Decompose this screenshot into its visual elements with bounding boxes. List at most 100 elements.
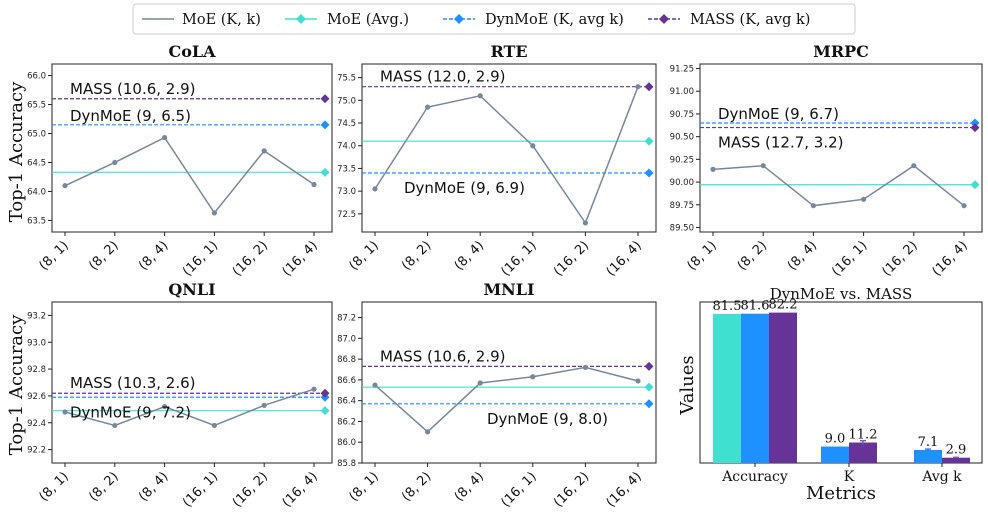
panel-qnli-moe-point [62,409,68,415]
bar-chart-title: DynMoE vs. MASS [770,285,912,303]
legend-moe-avg-marker [296,14,306,24]
panel-mrpc-moe-point [861,196,867,202]
panel-qnli-ytick-label: 92.4 [27,419,46,429]
panel-mnli-frame [361,301,657,464]
panel-qnli-moe-point [311,386,317,392]
panel-rte-ytick-label: 72.5 [337,210,356,220]
panel-cola-ytick-label: 65.0 [27,130,46,140]
panel-cola-ytick-label: 65.5 [27,101,46,111]
bar-value-label: 9.0 [825,432,846,447]
panel-mnli-mass-marker [644,361,654,371]
bar-value-label: 81.5 [713,299,742,314]
y-axis-label-bottom: Top-1 Accuracy [6,314,27,455]
bar-avg-k-1 [942,457,970,463]
panel-mnli-xtick-label: (16, 4) [604,469,645,510]
panel-cola-xtick-label: (16, 1) [180,238,221,279]
bar-accuracy-1 [741,313,769,463]
panel-mrpc-moe-series-line [712,164,965,207]
bar-value-label: 81.6 [741,299,770,314]
legend-mass-marker [659,14,669,24]
panel-rte-xtick-label: (16, 2) [551,238,592,279]
panel-qnli-xtick-label: (16, 4) [280,469,321,510]
panel-cola-dynmoe-marker [320,120,330,130]
panel-qnli-mass-marker [320,388,330,398]
panel-cola-mass-annotation: MASS (10.6, 2.9) [70,80,196,98]
panel-mrpc-ytick-label: 90.00 [670,178,694,188]
panel-mnli-moe-point [477,380,483,386]
panel-cola-moe-avg-marker [320,167,330,177]
panel-mrpc-frame [699,63,983,233]
bar-chart-x-label: Metrics [806,483,876,504]
panel-cola-dynmoe-annotation: DynMoE (9, 6.5) [70,107,191,125]
panel-mnli-ytick-label: 85.8 [337,459,356,469]
panel-rte-ytick-label: 73.0 [337,187,356,197]
bar-k-0 [821,446,849,463]
panel-qnli-frame [51,301,333,464]
panel-rte-ytick-label: 73.5 [337,164,356,174]
panel-mnli-mass-annotation: MASS (10.6, 2.9) [380,347,506,365]
panel-qnli-moe-point [112,422,118,429]
panel-mrpc-xtick-label: (16, 2) [879,238,920,279]
panel-mrpc-dynmoe-annotation: DynMoE (9, 6.7) [718,105,839,123]
panel-qnli-moe-series-line [64,388,315,427]
panel-mnli-dynmoe-annotation: DynMoE (9, 8.0) [487,410,608,428]
panel-cola-frame [51,63,333,233]
panel-mrpc-ytick-label: 90.75 [670,110,694,120]
panel-rte-xtick-label: (16, 1) [498,238,539,279]
bar-xtick-label: Avg k [921,469,962,485]
panel-mrpc-dynmoe-marker [970,118,980,128]
panel-mrpc-moe-point [911,163,917,169]
panel-qnli-xtick-label: (16, 2) [230,469,271,510]
panel-rte-frame [361,63,657,233]
panel-qnli-xtick-label: (8, 2) [86,469,121,504]
panel-qnli-ytick-label: 92.8 [27,365,46,375]
bar-k-1 [849,442,877,463]
bar-chart-y-label: Values [677,355,698,415]
panel-mrpc-xtick-label: (8, 4) [785,238,820,273]
panel-qnli-dynmoe-annotation: DynMoE (9, 7.2) [70,403,191,421]
panel-rte-dynmoe-annotation: DynMoE (9, 6.9) [404,179,525,197]
panel-cola-ytick-label: 64.5 [27,158,46,168]
legend-frame [132,3,856,35]
panel-mrpc-moe-point [810,203,817,209]
y-axis-label-top: Top-1 Accuracy [6,81,27,222]
bar-accuracy-0 [713,313,741,463]
panel-cola-ytick-label: 64.0 [27,187,46,197]
legend-moe-label: MoE (K, k) [182,12,261,28]
bar-value-label: 11.2 [849,428,878,443]
panel-mnli-ytick-label: 87.2 [337,314,356,324]
panel-mrpc-ytick-label: 89.50 [670,223,694,233]
panel-mnli-moe-point [530,374,536,380]
panel-mnli-ytick-label: 86.2 [337,417,356,427]
panel-cola-moe-point [211,210,217,216]
panel-mrpc-title: MRPC [813,42,869,61]
panel-rte-mass-annotation: MASS (12.0, 2.9) [380,68,506,86]
panel-mrpc-xtick-label: (16, 4) [930,238,971,279]
panel-mrpc-ytick-label: 91.25 [670,65,694,75]
panel-qnli-moe-point [211,422,217,429]
panel-rte-moe-avg-marker [644,136,654,146]
panel-qnli-ytick-label: 93.2 [27,311,46,321]
panel-mrpc-ytick-label: 89.75 [670,201,694,211]
panel-rte-mass-marker [644,82,654,92]
panel-rte-ytick-label: 74.5 [337,119,356,129]
bar-value-label: 7.1 [918,435,939,450]
panel-rte-moe-point [372,186,378,192]
panel-cola-moe-point [311,181,317,188]
bar-accuracy-2 [769,312,797,463]
panel-rte-moe-point [635,84,641,90]
panel-mrpc-moe-point [710,166,716,172]
panel-rte-ytick-label: 74.0 [337,142,356,152]
panel-mnli-moe-point [425,429,431,435]
panel-cola-xtick-label: (8, 4) [136,238,171,273]
panel-rte-xtick-label: (8, 2) [399,238,434,273]
panel-mnli-title: MNLI [483,280,534,299]
legend-dynmoe-marker [454,14,464,24]
panel-cola-moe-series-line [64,136,315,215]
panel-mnli-dynmoe-marker [644,399,654,409]
panel-mrpc-moe-point [961,203,967,209]
legend: MoE (K, k) MoE (Avg.) DynMoE (K, avg k) … [132,3,856,35]
panel-qnli-ytick-label: 93.0 [27,338,46,348]
panel-mnli-moe-series-line [374,366,639,433]
panel-qnli-ytick-label: 92.2 [27,446,46,456]
